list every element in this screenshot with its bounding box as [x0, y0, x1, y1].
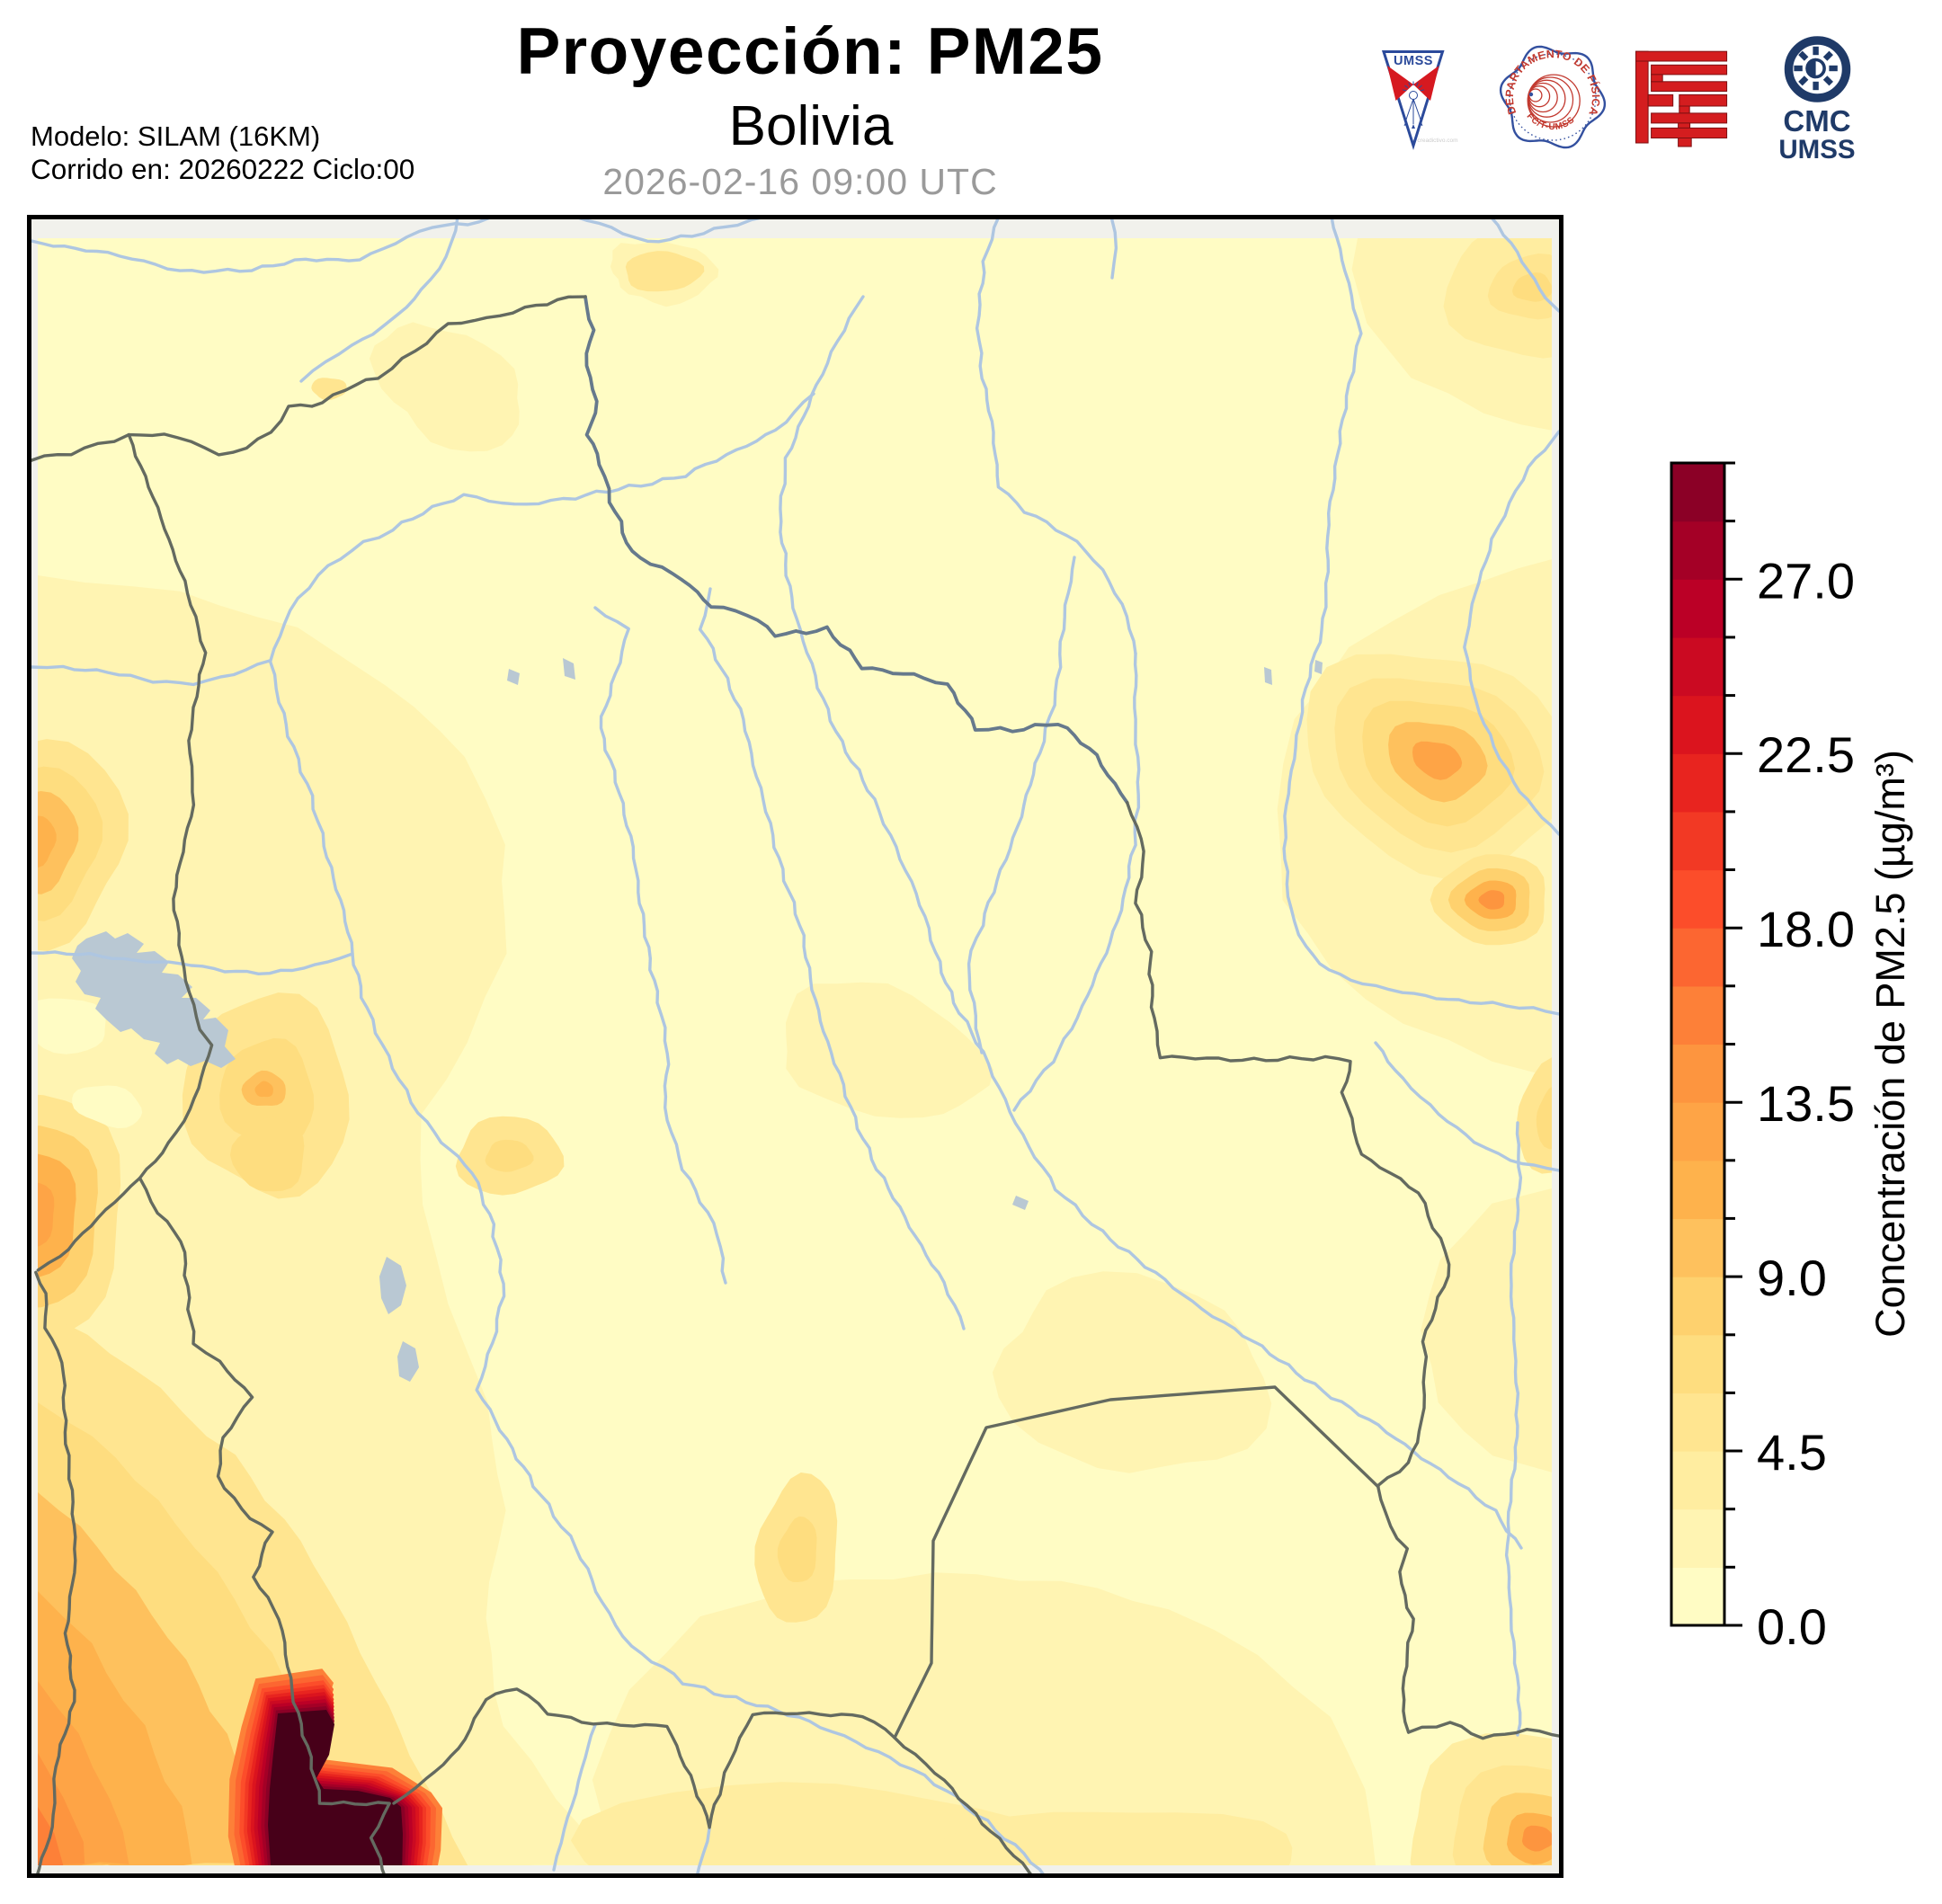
svg-text:Modelo: SILAM (16KM): Modelo: SILAM (16KM) — [31, 120, 320, 152]
svg-text:creadictivo.com: creadictivo.com — [1417, 138, 1457, 144]
svg-text:UMSS: UMSS — [1394, 54, 1433, 68]
svg-text:13.5: 13.5 — [1757, 1075, 1855, 1132]
svg-text:Bolivia: Bolivia — [729, 95, 894, 157]
svg-text:4.5: 4.5 — [1757, 1424, 1827, 1481]
svg-text:18.0: 18.0 — [1757, 901, 1855, 957]
svg-text:2026-02-16 09:00 UTC: 2026-02-16 09:00 UTC — [602, 161, 997, 202]
svg-text:CMC: CMC — [1783, 104, 1850, 138]
svg-text:22.5: 22.5 — [1757, 726, 1855, 783]
svg-text:9.0: 9.0 — [1757, 1250, 1827, 1306]
svg-text:Concentración de PM2.5 (µg/m³): Concentración de PM2.5 (µg/m³) — [1867, 750, 1913, 1338]
svg-text:0.0: 0.0 — [1757, 1598, 1827, 1655]
svg-text:27.0: 27.0 — [1757, 552, 1855, 609]
svg-text:Proyección: PM25: Proyección: PM25 — [517, 15, 1104, 88]
svg-text:UMSS: UMSS — [1778, 135, 1855, 165]
svg-text:Corrido en: 20260222 Ciclo:00: Corrido en: 20260222 Ciclo:00 — [31, 153, 414, 185]
